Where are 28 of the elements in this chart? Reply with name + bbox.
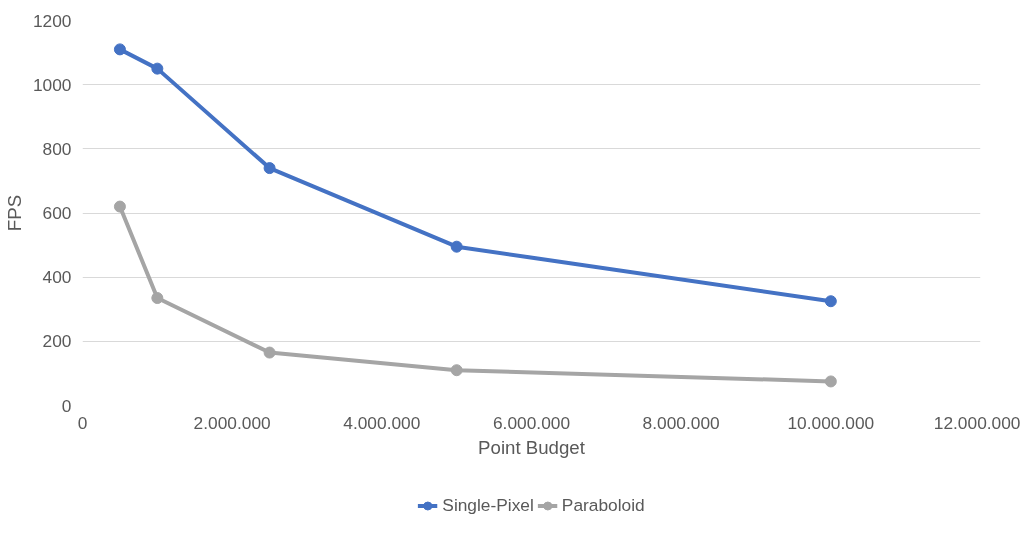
- x-tick-label: 12.000.000: [933, 412, 1021, 433]
- point: [113, 200, 126, 213]
- y-tick-label: 1000: [32, 74, 72, 95]
- y-tick-label: 1200: [32, 10, 72, 31]
- x-tick-label: 0: [77, 412, 88, 433]
- y-tick-label: 600: [42, 203, 72, 223]
- legend-label: Single-Pixel: [442, 494, 534, 516]
- point: [263, 346, 276, 359]
- point: [824, 375, 837, 388]
- y-tick-label: 400: [42, 267, 72, 288]
- point: [824, 295, 837, 308]
- point: [450, 364, 463, 377]
- point: [151, 292, 164, 305]
- point: [151, 62, 164, 75]
- point: [113, 43, 126, 56]
- x-tick-label: 6.000.000: [492, 412, 571, 433]
- legend-label: Paraboloid: [561, 494, 645, 516]
- y-axis-title: FPS: [3, 194, 25, 232]
- x-tick-label: 10.000.000: [787, 412, 875, 433]
- y-tick-label: 800: [42, 138, 72, 159]
- x-tick-label: 4.000.000: [343, 412, 421, 433]
- point: [450, 240, 463, 253]
- x-axis-title: Point Budget: [478, 436, 586, 458]
- y-tick-label: 0: [61, 395, 72, 416]
- point: [263, 162, 276, 175]
- x-tick-label: 8.000.000: [642, 412, 720, 433]
- x-tick-label: 2.000.000: [193, 412, 271, 433]
- y-tick-label: 200: [42, 331, 72, 352]
